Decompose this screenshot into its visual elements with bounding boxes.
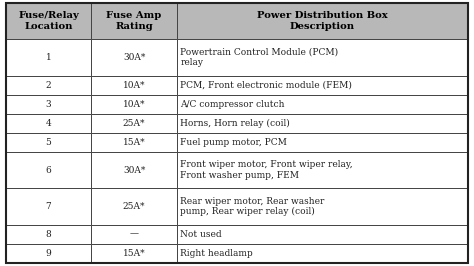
Text: PCM, Front electronic module (FEM): PCM, Front electronic module (FEM) xyxy=(180,81,352,90)
Bar xyxy=(91,39,177,76)
Text: 10A*: 10A* xyxy=(123,100,146,109)
Bar xyxy=(6,114,91,133)
Text: 10A*: 10A* xyxy=(123,81,146,90)
Text: A/C compressor clutch: A/C compressor clutch xyxy=(180,100,285,109)
Text: 15A*: 15A* xyxy=(123,249,146,258)
Text: Power Distribution Box
Description: Power Distribution Box Description xyxy=(257,11,388,31)
Text: Powertrain Control Module (PCM)
relay: Powertrain Control Module (PCM) relay xyxy=(180,48,338,68)
Text: 2: 2 xyxy=(46,81,51,90)
Bar xyxy=(177,95,468,114)
Text: Fuel pump motor, PCM: Fuel pump motor, PCM xyxy=(180,138,287,147)
Text: 6: 6 xyxy=(46,166,51,175)
Text: 3: 3 xyxy=(46,100,51,109)
Text: Horns, Horn relay (coil): Horns, Horn relay (coil) xyxy=(180,119,290,128)
Bar xyxy=(177,3,468,39)
Bar xyxy=(6,244,91,263)
Bar xyxy=(6,39,91,76)
Bar xyxy=(177,244,468,263)
Bar xyxy=(91,188,177,225)
Text: 30A*: 30A* xyxy=(123,53,145,62)
Text: Right headlamp: Right headlamp xyxy=(180,249,253,258)
Bar xyxy=(91,152,177,188)
Bar xyxy=(177,39,468,76)
Bar xyxy=(6,152,91,188)
Bar xyxy=(91,3,177,39)
Text: 30A*: 30A* xyxy=(123,166,145,175)
Bar xyxy=(91,76,177,95)
Bar xyxy=(177,133,468,152)
Bar xyxy=(6,188,91,225)
Text: Rear wiper motor, Rear washer
pump, Rear wiper relay (coil): Rear wiper motor, Rear washer pump, Rear… xyxy=(180,197,325,217)
Text: 25A*: 25A* xyxy=(123,202,146,211)
Bar xyxy=(91,114,177,133)
Text: Not used: Not used xyxy=(180,230,222,239)
Bar xyxy=(177,114,468,133)
Bar xyxy=(6,225,91,244)
Text: Fuse Amp
Rating: Fuse Amp Rating xyxy=(107,11,162,31)
Text: 7: 7 xyxy=(46,202,51,211)
Text: 25A*: 25A* xyxy=(123,119,146,128)
Bar xyxy=(91,95,177,114)
Text: Fuse/Relay
Location: Fuse/Relay Location xyxy=(18,11,79,31)
Bar xyxy=(6,133,91,152)
Bar xyxy=(6,76,91,95)
Bar xyxy=(177,152,468,188)
Text: 1: 1 xyxy=(46,53,51,62)
Bar xyxy=(6,3,91,39)
Bar xyxy=(177,225,468,244)
Bar xyxy=(91,133,177,152)
Text: 8: 8 xyxy=(46,230,51,239)
Bar xyxy=(6,95,91,114)
Bar xyxy=(177,76,468,95)
Text: —: — xyxy=(129,230,138,239)
Bar xyxy=(91,225,177,244)
Bar xyxy=(177,188,468,225)
Text: 5: 5 xyxy=(46,138,51,147)
Text: 9: 9 xyxy=(46,249,51,258)
Bar xyxy=(91,244,177,263)
Text: 4: 4 xyxy=(46,119,51,128)
Text: 15A*: 15A* xyxy=(123,138,146,147)
Text: Front wiper motor, Front wiper relay,
Front washer pump, FEM: Front wiper motor, Front wiper relay, Fr… xyxy=(180,160,353,180)
